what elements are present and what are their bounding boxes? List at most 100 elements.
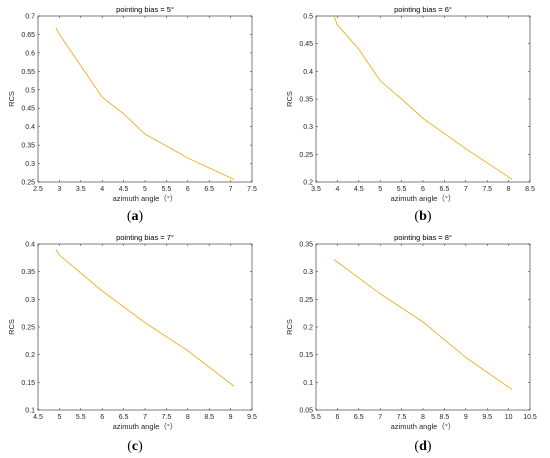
- y-tick-label: 0.05: [299, 408, 313, 415]
- y-tick-label: 0.2: [303, 180, 313, 187]
- chart-panel-c: 4.5 5 5.5 6 6.5 7 7.5 8 8.5 9 9.5 0.1 0.15 0.2 0.25 0.3…: [7, 233, 257, 454]
- x-axis-label: azimuth angle（°）: [391, 422, 456, 431]
- x-tick-label: 7: [378, 414, 382, 421]
- y-tick-label: 0.25: [21, 325, 35, 332]
- panel-caption: (b): [414, 209, 431, 224]
- series-line: [333, 259, 513, 390]
- plot-area: [315, 15, 531, 183]
- x-tick-label: 8.5: [525, 186, 535, 193]
- y-tick-label: 0.3: [25, 297, 35, 304]
- y-tick-label: 0.4: [303, 69, 313, 76]
- x-tick-label: 5.5: [311, 414, 321, 421]
- x-tick-label: 5: [57, 414, 61, 421]
- y-tick-label: 0.3: [303, 124, 313, 131]
- y-tick-label: 0.55: [21, 69, 35, 76]
- x-tick-label: 6.5: [354, 414, 364, 421]
- x-tick-label: 7: [464, 186, 468, 193]
- chart-title: pointing bias = 6°: [394, 5, 452, 14]
- x-tick-label: 8: [507, 186, 511, 193]
- x-tick-label: 8.5: [440, 414, 450, 421]
- x-tick-label: 7: [143, 414, 147, 421]
- y-tick-label: 0.35: [21, 143, 35, 150]
- chart-panel-b: 3.5 4 4.5 5 5.5 6 6.5 7 7.5 8 8.5 0.2 0.25 0.3 0.35 0.4…: [285, 5, 535, 224]
- panel-caption: (a): [127, 209, 144, 224]
- x-tick-label: 9: [464, 414, 468, 421]
- y-tick-label: 0.7: [25, 14, 35, 21]
- y-tick-label: 0.5: [25, 87, 35, 94]
- chart-title: pointing bias = 7°: [116, 233, 174, 242]
- chart-title: pointing bias = 8°: [394, 233, 452, 242]
- x-tick-label: 2.5: [33, 186, 43, 193]
- x-axis-label: azimuth angle（°）: [113, 422, 178, 431]
- series-line: [333, 15, 513, 180]
- panel-caption: (c): [127, 439, 143, 454]
- x-tick-label: 3.5: [311, 186, 321, 193]
- x-tick-label: 5.5: [76, 414, 86, 421]
- x-tick-label: 8.5: [204, 414, 214, 421]
- y-tick-label: 0.3: [303, 269, 313, 276]
- y-tick-label: 0.45: [299, 41, 313, 48]
- x-tick-label: 6: [421, 186, 425, 193]
- x-tick-label: 4: [335, 186, 339, 193]
- plot-area: [315, 243, 531, 411]
- y-tick-label: 0.5: [303, 14, 313, 21]
- x-tick-label: 6.5: [204, 186, 214, 193]
- x-axis-label: azimuth angle（°）: [391, 194, 456, 203]
- series-line: [55, 249, 235, 387]
- y-tick-label: 0.25: [299, 297, 313, 304]
- chart-panel-a: 2.5 3 3.5 4 4.5 5 5.5 6 6.5 7 7.5 0.25 0.3 0.35 0.4 0.4…: [7, 5, 257, 224]
- y-tick-label: 0.1: [25, 408, 35, 415]
- x-tick-label: 4.5: [33, 414, 43, 421]
- y-tick-label: 0.4: [25, 242, 35, 249]
- y-tick-label: 0.15: [299, 352, 313, 359]
- x-tick-label: 9.5: [247, 414, 257, 421]
- x-tick-label: 7.5: [162, 414, 172, 421]
- x-tick-label: 6.5: [440, 186, 450, 193]
- x-tick-label: 5.5: [397, 186, 407, 193]
- y-tick-label: 0.25: [299, 152, 313, 159]
- y-axis-label: RCS: [285, 319, 294, 335]
- y-tick-label: 0.1: [303, 380, 313, 387]
- plot-area: [37, 243, 253, 411]
- x-tick-label: 7: [229, 186, 233, 193]
- x-axis-label: azimuth angle（°）: [113, 194, 178, 203]
- panel-caption: (d): [414, 439, 431, 454]
- x-tick-label: 3.5: [76, 186, 86, 193]
- x-tick-label: 3: [57, 186, 61, 193]
- x-tick-label: 7.5: [397, 414, 407, 421]
- x-tick-label: 5: [378, 186, 382, 193]
- y-axis-label: RCS: [7, 319, 16, 335]
- x-tick-label: 4.5: [119, 186, 129, 193]
- y-tick-label: 0.35: [299, 242, 313, 249]
- x-tick-label: 6: [335, 414, 339, 421]
- x-tick-label: 9.5: [482, 414, 492, 421]
- y-axis-label: RCS: [285, 91, 294, 107]
- y-tick-label: 0.45: [21, 106, 35, 113]
- x-tick-label: 6: [186, 186, 190, 193]
- x-tick-label: 7.5: [482, 186, 492, 193]
- x-tick-label: 6.5: [119, 414, 129, 421]
- x-tick-label: 10.5: [523, 414, 537, 421]
- plot-area: [37, 15, 253, 183]
- series-line: [55, 27, 235, 180]
- x-tick-label: 5.5: [162, 186, 172, 193]
- y-tick-label: 0.2: [25, 352, 35, 359]
- y-tick-label: 0.25: [21, 180, 35, 187]
- x-tick-label: 4.5: [354, 186, 364, 193]
- y-axis-label: RCS: [7, 91, 16, 107]
- chart-panel-d: 5.5 6 6.5 7 7.5 8 8.5 9 9.5 10 10.5 0.05 0.1 0.15 0.2 0…: [285, 233, 537, 454]
- x-tick-label: 8: [186, 414, 190, 421]
- x-tick-label: 5: [143, 186, 147, 193]
- y-tick-label: 0.2: [303, 325, 313, 332]
- y-tick-label: 0.6: [25, 50, 35, 57]
- x-tick-label: 10: [505, 414, 513, 421]
- y-tick-label: 0.35: [299, 97, 313, 104]
- chart-title: pointing bias = 5°: [116, 5, 174, 14]
- x-tick-label: 4: [100, 186, 104, 193]
- y-tick-label: 0.3: [25, 161, 35, 168]
- y-tick-label: 0.35: [21, 269, 35, 276]
- x-tick-label: 8: [421, 414, 425, 421]
- x-tick-label: 9: [229, 414, 233, 421]
- x-tick-label: 6: [100, 414, 104, 421]
